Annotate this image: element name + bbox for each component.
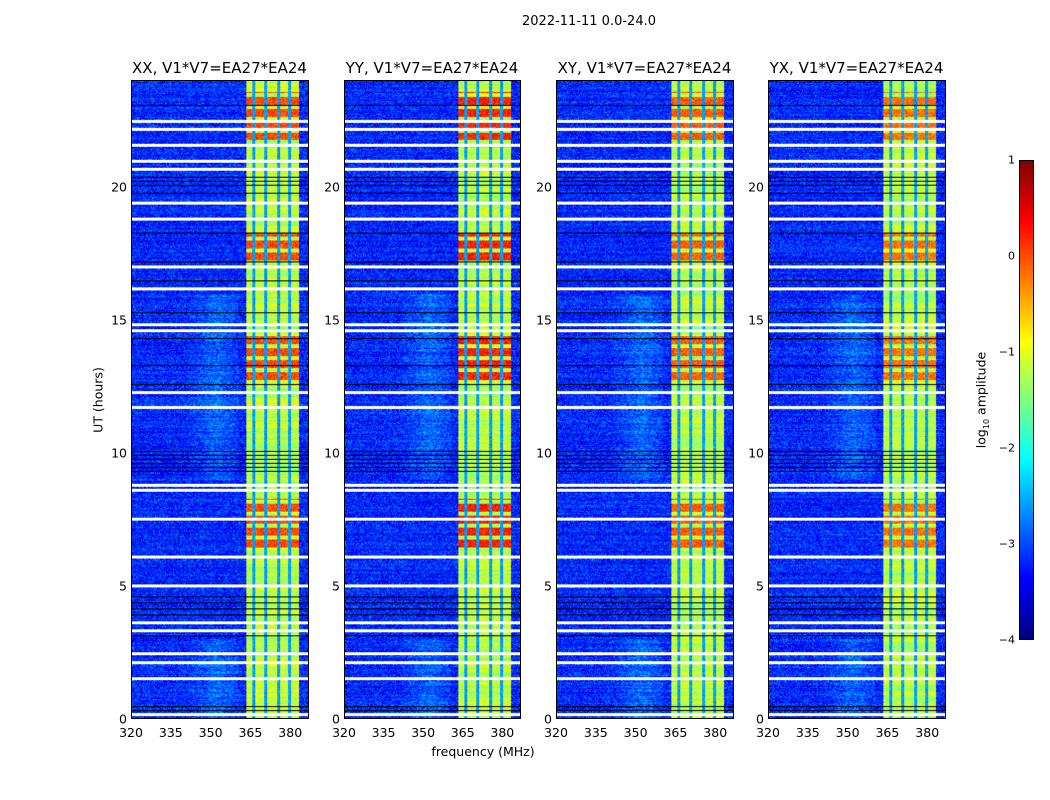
y-tick-label: 10	[111, 445, 127, 461]
x-tick-label: 320	[544, 725, 568, 740]
x-tick-label: 335	[158, 725, 183, 740]
x-axis-label: frequency (MHz)	[431, 744, 535, 759]
waterfall-panel-yx	[768, 80, 946, 719]
y-tick-label: 10	[324, 445, 340, 461]
figure-title: 2022-11-11 0.0-24.0	[522, 14, 656, 29]
y-tick-label: 15	[536, 312, 552, 328]
waterfall-panel-xx	[131, 80, 309, 719]
waterfall-panel-yy	[344, 80, 521, 719]
panel-title-xx: XX, V1*V7=EA27*EA24	[132, 59, 307, 77]
colorbar-tick-label: −1	[998, 345, 1015, 359]
y-axis-label: UT (hours)	[90, 367, 106, 433]
y-tick-label: 10	[536, 445, 552, 461]
y-tick-label: 10	[748, 445, 764, 461]
y-tick-label: 5	[332, 578, 340, 594]
colorbar-gradient	[1020, 161, 1033, 639]
x-tick-label: 380	[278, 725, 303, 740]
x-tick-label: 320	[756, 725, 780, 740]
y-tick-label: 20	[111, 179, 127, 194]
x-tick-label: 350	[835, 725, 860, 740]
x-tick-label: 350	[198, 725, 223, 740]
y-tick-label: 0	[332, 711, 340, 727]
panel-title-xy: XY, V1*V7=EA27*EA24	[557, 59, 732, 77]
x-tick-label: 365	[450, 725, 475, 740]
y-tick-label: 15	[748, 312, 764, 328]
x-tick-label: 335	[795, 725, 820, 740]
heatmap-yy	[345, 81, 520, 718]
panel-title-yy: YY, V1*V7=EA27*EA24	[345, 59, 519, 77]
x-tick-label: 380	[915, 725, 940, 740]
colorbar	[1019, 160, 1034, 640]
x-tick-label: 350	[411, 725, 436, 740]
y-tick-label: 20	[748, 179, 764, 194]
colorbar-tick-label: 1	[1008, 153, 1015, 167]
y-tick-label: 5	[756, 578, 764, 594]
x-tick-label: 320	[119, 725, 143, 740]
y-tick-label: 5	[544, 578, 552, 594]
colorbar-tick-label: −3	[998, 537, 1015, 551]
x-tick-label: 365	[875, 725, 900, 740]
y-tick-label: 0	[756, 711, 764, 727]
x-tick-label: 380	[703, 725, 728, 740]
colorbar-tick-label: −2	[998, 441, 1015, 455]
x-tick-label: 380	[490, 725, 515, 740]
colorbar-label-base: 10	[981, 418, 991, 430]
x-tick-label: 365	[238, 725, 263, 740]
colorbar-label-log: log	[973, 429, 989, 449]
y-tick-label: 15	[324, 312, 340, 328]
x-tick-label: 320	[332, 725, 356, 740]
y-tick-label: 5	[119, 578, 127, 594]
panel-title-yx: YX, V1*V7=EA27*EA24	[769, 59, 944, 77]
x-tick-label: 365	[663, 725, 688, 740]
y-tick-label: 15	[111, 312, 127, 328]
y-tick-label: 0	[119, 711, 127, 727]
y-tick-label: 20	[536, 179, 552, 194]
colorbar-tick-label: 0	[1008, 249, 1015, 263]
colorbar-label: log10 amplitude	[973, 352, 991, 448]
x-tick-label: 350	[623, 725, 648, 740]
heatmap-yx	[769, 81, 945, 718]
colorbar-tick-label: −4	[998, 633, 1015, 647]
x-tick-label: 335	[583, 725, 608, 740]
y-tick-label: 20	[324, 179, 340, 194]
y-tick-label: 0	[544, 711, 552, 727]
x-tick-label: 335	[371, 725, 396, 740]
colorbar-label-amplitude: amplitude	[973, 351, 989, 419]
heatmap-xy	[557, 81, 733, 718]
heatmap-xx	[132, 81, 308, 718]
waterfall-panel-xy	[556, 80, 734, 719]
